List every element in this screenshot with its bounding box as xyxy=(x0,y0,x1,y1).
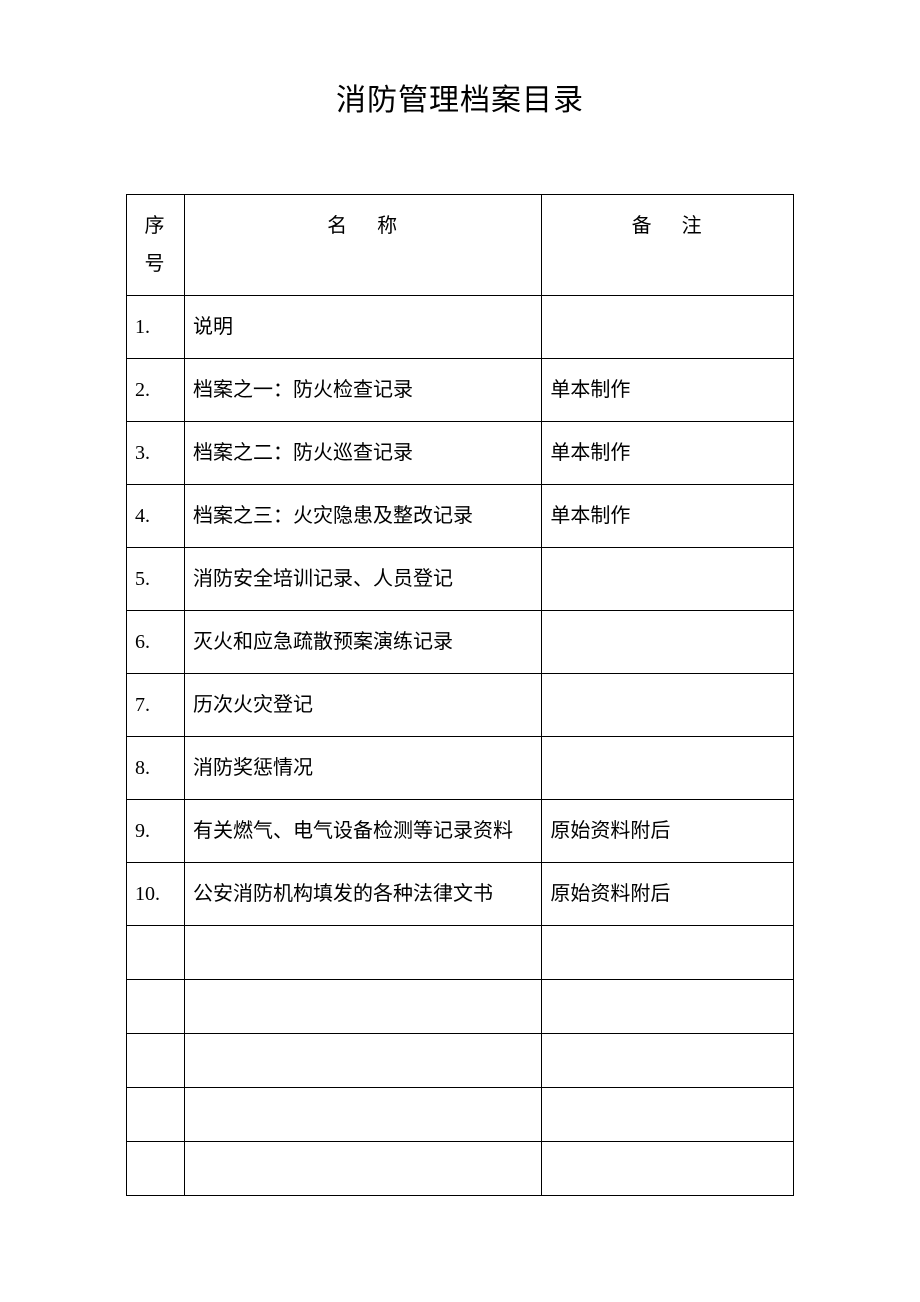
table-row: 9. 有关燃气、电气设备检测等记录资料 原始资料附后 xyxy=(127,800,794,863)
cell-index xyxy=(127,1142,185,1196)
cell-remark xyxy=(542,296,794,359)
table-row xyxy=(127,980,794,1034)
cell-remark xyxy=(542,980,794,1034)
cell-index xyxy=(127,926,185,980)
cell-remark xyxy=(542,737,794,800)
cell-name: 消防安全培训记录、人员登记 xyxy=(184,548,541,611)
cell-index: 4. xyxy=(127,485,185,548)
table-row: 2. 档案之一：防火检查记录 单本制作 xyxy=(127,359,794,422)
header-name-char1: 名 xyxy=(327,215,347,237)
cell-name: 档案之二：防火巡查记录 xyxy=(184,422,541,485)
table-row: 10. 公安消防机构填发的各种法律文书 原始资料附后 xyxy=(127,863,794,926)
cell-index xyxy=(127,1088,185,1142)
table-row: 4. 档案之三：火灾隐患及整改记录 单本制作 xyxy=(127,485,794,548)
header-remark: 备 注 xyxy=(542,195,794,296)
cell-index: 1. xyxy=(127,296,185,359)
table-header-row: 序号 名 称 备 注 xyxy=(127,195,794,296)
header-remark-char1: 备 xyxy=(632,215,652,237)
cell-index: 9. xyxy=(127,800,185,863)
cell-remark xyxy=(542,611,794,674)
cell-index: 7. xyxy=(127,674,185,737)
cell-name xyxy=(184,1034,541,1088)
cell-remark xyxy=(542,1034,794,1088)
cell-remark xyxy=(542,674,794,737)
cell-remark: 原始资料附后 xyxy=(542,863,794,926)
cell-name: 档案之一：防火检查记录 xyxy=(184,359,541,422)
table-row: 6. 灭火和应急疏散预案演练记录 xyxy=(127,611,794,674)
cell-remark: 单本制作 xyxy=(542,359,794,422)
table-row: 1. 说明 xyxy=(127,296,794,359)
header-name: 名 称 xyxy=(184,195,541,296)
cell-remark: 单本制作 xyxy=(542,422,794,485)
cell-index: 8. xyxy=(127,737,185,800)
cell-index: 10. xyxy=(127,863,185,926)
archive-table: 序号 名 称 备 注 1. 说明 2. 档案之一：防火检查记录 单本制作 3. … xyxy=(126,194,794,1196)
cell-index xyxy=(127,1034,185,1088)
table-container: 序号 名 称 备 注 1. 说明 2. 档案之一：防火检查记录 单本制作 3. … xyxy=(126,194,794,1196)
cell-name xyxy=(184,980,541,1034)
cell-name xyxy=(184,1142,541,1196)
table-row: 5. 消防安全培训记录、人员登记 xyxy=(127,548,794,611)
cell-remark: 单本制作 xyxy=(542,485,794,548)
cell-remark xyxy=(542,1142,794,1196)
cell-name xyxy=(184,926,541,980)
cell-index: 3. xyxy=(127,422,185,485)
cell-name xyxy=(184,1088,541,1142)
header-index: 序号 xyxy=(127,195,185,296)
cell-index: 2. xyxy=(127,359,185,422)
cell-name: 有关燃气、电气设备检测等记录资料 xyxy=(184,800,541,863)
cell-name: 历次火灾登记 xyxy=(184,674,541,737)
header-name-char2: 称 xyxy=(377,215,397,237)
table-row xyxy=(127,1142,794,1196)
table-row xyxy=(127,1088,794,1142)
cell-name: 公安消防机构填发的各种法律文书 xyxy=(184,863,541,926)
table-row xyxy=(127,1034,794,1088)
table-row: 8. 消防奖惩情况 xyxy=(127,737,794,800)
cell-name: 说明 xyxy=(184,296,541,359)
cell-index: 5. xyxy=(127,548,185,611)
cell-remark xyxy=(542,1088,794,1142)
cell-remark xyxy=(542,926,794,980)
cell-name: 档案之三：火灾隐患及整改记录 xyxy=(184,485,541,548)
cell-name: 灭火和应急疏散预案演练记录 xyxy=(184,611,541,674)
cell-name: 消防奖惩情况 xyxy=(184,737,541,800)
header-remark-char2: 注 xyxy=(682,215,702,237)
table-row xyxy=(127,926,794,980)
cell-index: 6. xyxy=(127,611,185,674)
table-row: 3. 档案之二：防火巡查记录 单本制作 xyxy=(127,422,794,485)
page-title: 消防管理档案目录 xyxy=(0,75,920,119)
cell-remark: 原始资料附后 xyxy=(542,800,794,863)
table-row: 7. 历次火灾登记 xyxy=(127,674,794,737)
cell-remark xyxy=(542,548,794,611)
cell-index xyxy=(127,980,185,1034)
